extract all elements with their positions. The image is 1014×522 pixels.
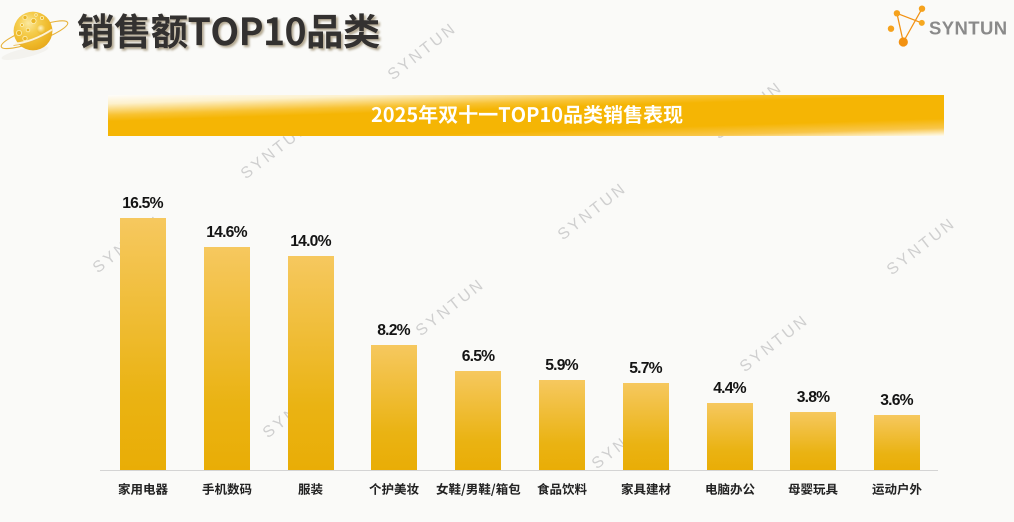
- svg-text:SYNTUN: SYNTUN: [929, 18, 1007, 39]
